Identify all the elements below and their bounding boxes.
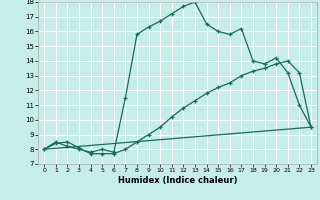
X-axis label: Humidex (Indice chaleur): Humidex (Indice chaleur) xyxy=(118,176,237,185)
